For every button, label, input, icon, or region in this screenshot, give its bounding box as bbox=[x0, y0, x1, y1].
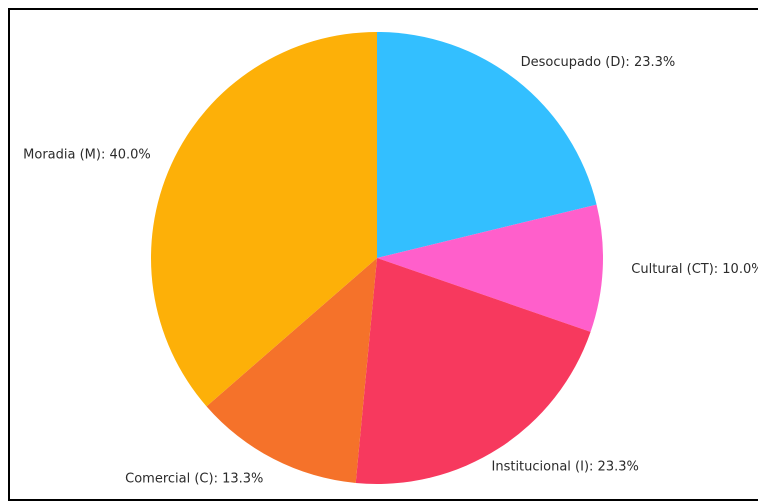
pie-slice-desocupado-d bbox=[377, 32, 597, 258]
pie-slice-moradia-m bbox=[151, 32, 377, 407]
slice-label-moradia-m: Moradia (M): 40.0% bbox=[23, 148, 151, 163]
pie-slices bbox=[151, 32, 603, 485]
pie-slice-institucional-i bbox=[355, 258, 591, 485]
slice-label-comercial-c: Comercial (C): 13.3% bbox=[125, 472, 263, 487]
pie-slice-comercial-c bbox=[206, 258, 377, 483]
slice-label-desocupado-d: Desocupado (D): 23.3% bbox=[521, 55, 676, 70]
pie-slice-cultural-ct bbox=[377, 204, 603, 332]
pie-labels: Desocupado (D): 23.3% Cultural (CT): 10.0… bbox=[23, 55, 758, 487]
chart-border bbox=[8, 8, 758, 501]
slice-label-institucional-i: Institucional (I): 23.3% bbox=[492, 460, 639, 475]
slice-label-cultural-ct: Cultural (CT): 10.0% bbox=[631, 262, 758, 277]
